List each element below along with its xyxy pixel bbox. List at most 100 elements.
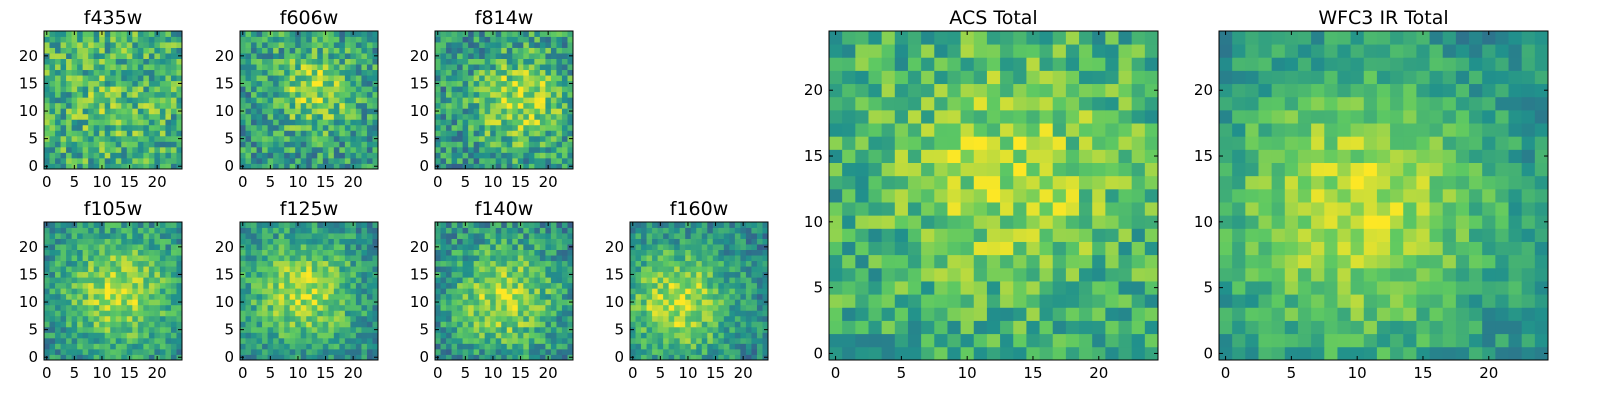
heatmap-cell	[306, 277, 313, 284]
axes-frame	[43, 30, 183, 170]
heatmap-cell	[372, 47, 379, 54]
heatmap-cell	[278, 337, 285, 344]
heatmap-cell	[545, 75, 552, 82]
heatmap-cell	[273, 244, 280, 250]
heatmap-cell	[468, 58, 475, 65]
heatmap-cell	[523, 47, 530, 54]
heatmap-cell	[165, 255, 172, 262]
heatmap-cell	[751, 271, 758, 278]
heatmap-cell	[328, 304, 335, 311]
heatmap-cell	[734, 260, 741, 267]
heatmap-cell	[267, 91, 274, 98]
heatmap-cell	[545, 227, 552, 234]
heatmap-cell	[457, 233, 463, 239]
heatmap-cell	[457, 337, 463, 344]
heatmap-cell	[745, 354, 752, 361]
heatmap-cell	[435, 47, 441, 54]
heatmap-cell	[176, 75, 183, 82]
heatmap-cell	[1118, 228, 1133, 242]
heatmap-cell	[842, 267, 856, 282]
heatmap-cell	[311, 141, 318, 148]
heatmap-cell	[539, 130, 546, 137]
heatmap-cell	[756, 244, 763, 250]
heatmap-cell	[333, 288, 340, 295]
heatmap-cell	[71, 36, 78, 43]
y-tick-label: 10	[215, 102, 234, 120]
heatmap-cell	[907, 333, 922, 348]
heatmap-cell	[712, 310, 719, 317]
heatmap-cell	[273, 97, 280, 104]
heatmap-cell	[49, 108, 56, 115]
heatmap-cell	[701, 310, 708, 317]
heatmap-cell	[132, 348, 139, 355]
heatmap-cell	[110, 315, 117, 322]
heatmap-cell	[545, 326, 552, 333]
heatmap-cell	[484, 222, 491, 228]
heatmap-cell	[137, 354, 144, 361]
heatmap-cell	[361, 348, 368, 355]
heatmap-cell	[986, 228, 1001, 242]
heatmap-cell	[77, 64, 84, 71]
heatmap-cell	[170, 58, 177, 65]
heatmap-cell	[740, 310, 747, 317]
heatmap-cell	[154, 102, 161, 109]
heatmap-cell	[93, 36, 100, 43]
heatmap-cell	[132, 326, 139, 333]
heatmap-cell	[718, 315, 725, 322]
heatmap-cell	[165, 31, 172, 37]
heatmap-cell	[435, 102, 441, 109]
heatmap-cell	[126, 36, 133, 43]
heatmap-cell	[154, 337, 161, 344]
heatmap-cell	[137, 238, 144, 245]
heatmap-cell	[479, 97, 486, 104]
heatmap-cell	[361, 304, 368, 311]
heatmap-cell	[517, 86, 524, 93]
heatmap-cell	[756, 255, 763, 262]
heatmap-cell	[284, 266, 291, 273]
heatmap-cell	[473, 293, 480, 300]
heatmap-cell	[93, 332, 100, 339]
heatmap-cell	[457, 255, 463, 262]
heatmap-cell	[934, 175, 948, 190]
heatmap-cell	[176, 152, 183, 159]
heatmap-cell	[361, 288, 368, 295]
heatmap-cell	[723, 321, 730, 328]
heatmap-cell	[468, 91, 475, 98]
heatmap-cell	[1000, 294, 1014, 308]
heatmap-cell	[745, 304, 752, 311]
heatmap-cell	[284, 315, 291, 322]
heatmap-cell	[273, 102, 280, 109]
heatmap-cell	[240, 146, 246, 153]
heatmap-cell	[440, 91, 447, 98]
heatmap-cell	[355, 163, 362, 170]
heatmap-cell	[104, 69, 111, 76]
heatmap-cell	[729, 260, 736, 267]
heatmap-cell	[165, 69, 172, 76]
heatmap-cell	[137, 244, 144, 250]
heatmap-cell	[148, 282, 155, 289]
heatmap-cell	[501, 31, 508, 37]
heatmap-cell	[333, 69, 340, 76]
heatmap-cell	[251, 288, 257, 295]
heatmap-cell	[77, 326, 84, 333]
heatmap-cell	[690, 315, 697, 322]
x-tick-label: 15	[511, 364, 530, 382]
heatmap-cell	[561, 277, 568, 284]
heatmap-cell	[457, 157, 463, 164]
heatmap-cell	[240, 249, 246, 256]
heatmap-cell	[322, 282, 329, 289]
heatmap-cell	[1052, 202, 1067, 216]
heatmap-cell	[137, 293, 144, 300]
heatmap-cell	[278, 238, 285, 245]
heatmap-cell	[66, 238, 72, 245]
heatmap-cell	[451, 113, 458, 120]
heatmap-cell	[495, 91, 502, 98]
heatmap-cell	[523, 53, 530, 59]
heatmap-cell	[300, 36, 307, 43]
heatmap-cell	[490, 343, 497, 350]
heatmap-cell	[663, 299, 670, 306]
heatmap-cell	[679, 238, 686, 245]
heatmap-cell	[679, 299, 686, 306]
heatmap-cell	[756, 233, 763, 239]
heatmap-cell	[143, 130, 150, 137]
